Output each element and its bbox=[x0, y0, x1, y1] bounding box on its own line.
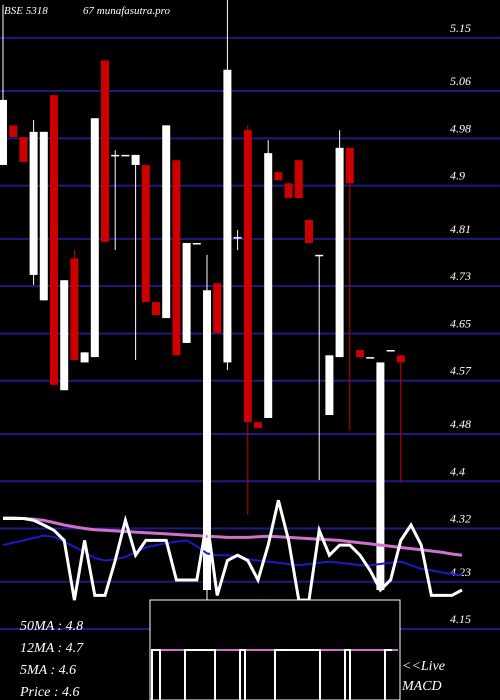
legend-value: 4.6 bbox=[59, 663, 77, 678]
candle-body bbox=[9, 125, 18, 138]
y-tick-label: 4.98 bbox=[450, 121, 471, 135]
y-tick-label: 4.15 bbox=[450, 612, 471, 626]
candle-body bbox=[60, 280, 69, 391]
candle-body bbox=[121, 154, 130, 157]
candle-body bbox=[223, 69, 232, 363]
y-tick-label: 5.06 bbox=[450, 74, 471, 88]
y-tick-label: 4.48 bbox=[450, 417, 471, 431]
candle-body bbox=[284, 183, 293, 199]
legend-value: 4.7 bbox=[66, 641, 85, 656]
y-tick-label: 4.32 bbox=[450, 512, 471, 526]
y-tick-label: 4.81 bbox=[450, 222, 471, 236]
ma-line bbox=[2, 534, 463, 577]
candle-body bbox=[213, 283, 222, 333]
candle-body bbox=[305, 219, 313, 243]
y-tick-label: 4.73 bbox=[450, 269, 471, 283]
y-tick-label: 5.15 bbox=[450, 21, 471, 35]
candle-body bbox=[294, 160, 303, 199]
candle-body bbox=[111, 154, 120, 157]
candle-body bbox=[80, 352, 89, 363]
candle-body bbox=[152, 302, 160, 316]
macd-label: MACD bbox=[401, 679, 442, 694]
candle-body bbox=[254, 422, 262, 429]
candle-body bbox=[386, 350, 395, 352]
live-label: <<Live bbox=[402, 659, 445, 674]
candle-body bbox=[131, 154, 140, 165]
candle-body bbox=[366, 357, 375, 359]
legend-separator: : bbox=[54, 641, 66, 656]
candle-body bbox=[182, 242, 191, 343]
legend-entry: 50MA : 4.8 bbox=[20, 619, 83, 634]
candle-body bbox=[274, 172, 283, 181]
macd-panel bbox=[149, 599, 401, 700]
candle-body bbox=[50, 95, 58, 385]
candle-body bbox=[376, 362, 385, 591]
y-tick-label: 4.23 bbox=[450, 565, 471, 579]
candle-body bbox=[162, 125, 171, 319]
candle-body bbox=[19, 137, 28, 162]
ma-line bbox=[3, 499, 463, 602]
candle-body bbox=[0, 99, 7, 165]
candle-body bbox=[335, 147, 344, 358]
candle-body bbox=[39, 131, 48, 301]
macd-line bbox=[151, 649, 392, 700]
candle-body bbox=[233, 237, 242, 239]
y-tick-label: 4.9 bbox=[450, 169, 465, 183]
legend-entry: Price : 4.6 bbox=[19, 685, 80, 700]
legend-entry: 5MA : 4.6 bbox=[20, 663, 76, 678]
legend-separator: : bbox=[47, 663, 59, 678]
title-right: 67 munafasutra.pro bbox=[83, 5, 170, 17]
plot-area bbox=[0, 0, 463, 602]
legend-value: 4.8 bbox=[66, 619, 84, 634]
candle-body bbox=[345, 147, 354, 184]
candle-body bbox=[396, 355, 405, 363]
y-tick-label: 4.65 bbox=[450, 316, 471, 330]
candle-body bbox=[101, 60, 109, 242]
candle-body bbox=[325, 355, 334, 416]
ma-line bbox=[3, 516, 463, 557]
candle-body bbox=[29, 131, 38, 275]
legend-name: 12MA bbox=[20, 641, 55, 656]
legend-separator: : bbox=[54, 619, 66, 634]
candle-body bbox=[315, 254, 324, 257]
y-tick-label: 4.57 bbox=[450, 364, 472, 378]
legend-name: Price bbox=[19, 685, 50, 700]
title-left: BSE 5318 bbox=[4, 5, 48, 17]
candle-body bbox=[172, 160, 181, 356]
legend-name: 5MA bbox=[20, 663, 48, 678]
candle-body bbox=[141, 164, 150, 303]
legend-separator: : bbox=[50, 685, 62, 700]
candle-body bbox=[90, 118, 99, 358]
grid: 5.15 5.06 4.98 4.9 4.81 4.73 4.65 4.57 4.48 4.4 4.… bbox=[0, 21, 500, 631]
legend-value: 4.6 bbox=[62, 685, 80, 700]
candle-body bbox=[203, 290, 211, 591]
candle-body bbox=[264, 153, 273, 418]
candle-body bbox=[70, 258, 79, 361]
candle-body bbox=[356, 350, 364, 358]
legend-name: 50MA bbox=[20, 619, 55, 634]
legend-entry: 12MA : 4.7 bbox=[20, 641, 84, 656]
y-tick-label: 4.4 bbox=[450, 464, 465, 478]
candle-body bbox=[243, 130, 252, 423]
candle-body bbox=[192, 242, 201, 245]
